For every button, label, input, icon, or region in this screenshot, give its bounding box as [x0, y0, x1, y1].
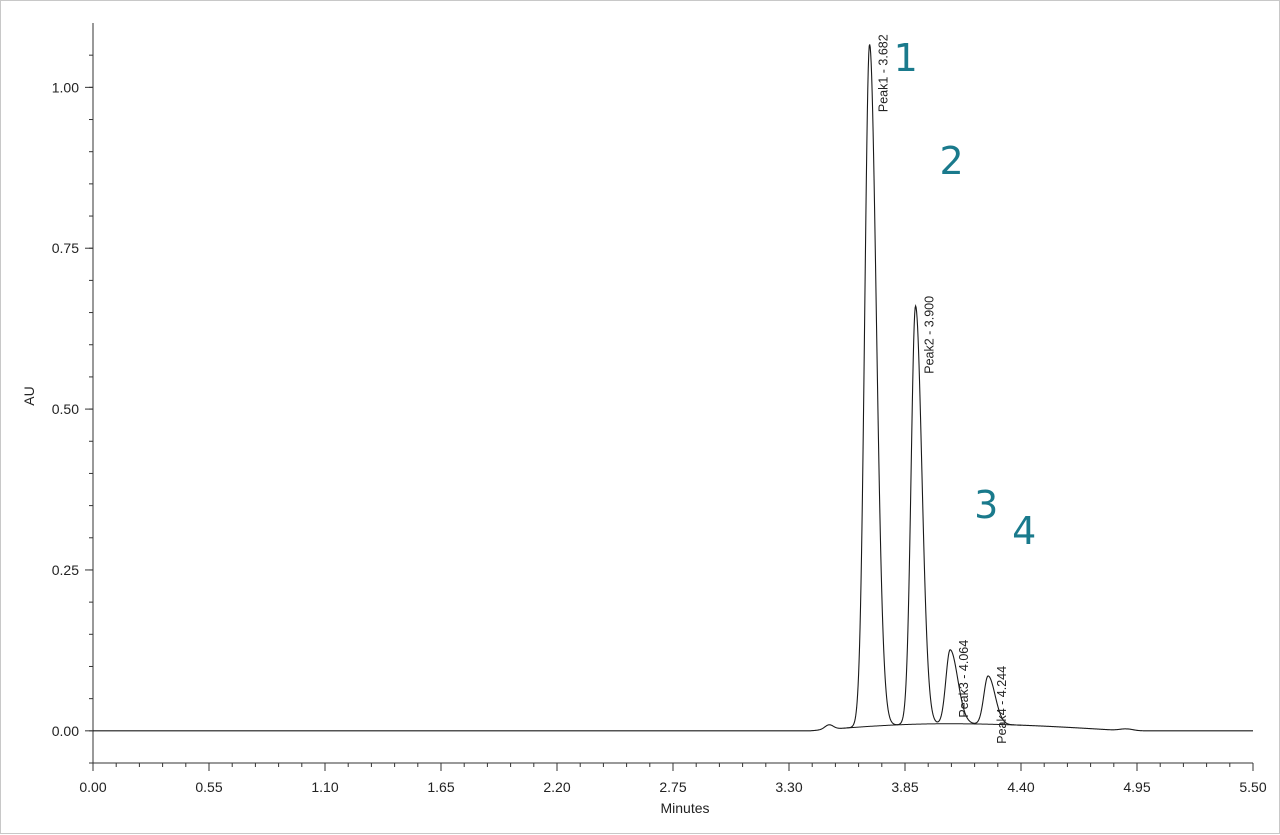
integration-baseline [843, 723, 1022, 729]
y-axis-title: AU [21, 386, 37, 405]
x-axis-title: Minutes [660, 800, 709, 816]
x-tick-label: 4.40 [1007, 779, 1034, 795]
peak-number: 2 [940, 139, 964, 183]
x-tick-label: 1.65 [427, 779, 454, 795]
x-tick-label: 2.20 [543, 779, 570, 795]
x-tick-label: 2.75 [659, 779, 686, 795]
peak-retention-label: Peak1 - 3.682 [877, 34, 891, 112]
peak-number: 1 [894, 36, 918, 80]
x-tick-label: 0.00 [79, 779, 106, 795]
y-tick-label: 0.25 [52, 562, 79, 578]
x-tick-label: 3.30 [775, 779, 802, 795]
x-tick-label: 0.55 [195, 779, 222, 795]
x-tick-label: 3.85 [891, 779, 918, 795]
peak-number: 4 [1012, 509, 1036, 553]
peak-retention-label: Peak3 - 4.064 [957, 640, 971, 718]
y-tick-label: 0.50 [52, 401, 79, 417]
x-tick-label: 5.50 [1239, 779, 1266, 795]
ticks: 0.00 0.55 1.10 1.65 2.20 2.75 3.30 3.85 4.40 4.95… [52, 54, 1267, 795]
axes [92, 23, 1253, 764]
y-tick-label: 1.00 [52, 79, 79, 95]
x-tick-label: 4.95 [1123, 779, 1150, 795]
y-tick-label: 0.00 [52, 723, 79, 739]
peak-retention-label: Peak2 - 3.900 [923, 296, 937, 374]
peak-retention-label: Peak4 - 4.244 [995, 666, 1009, 744]
x-tick-label: 1.10 [311, 779, 338, 795]
y-tick-label: 0.75 [52, 240, 79, 256]
peak-number: 3 [974, 483, 998, 527]
peak-labels: Peak1 - 3.682 1 Peak2 - 3.900 2 Peak3 - 4.06… [877, 34, 1037, 743]
chromatogram-trace [93, 44, 1253, 732]
